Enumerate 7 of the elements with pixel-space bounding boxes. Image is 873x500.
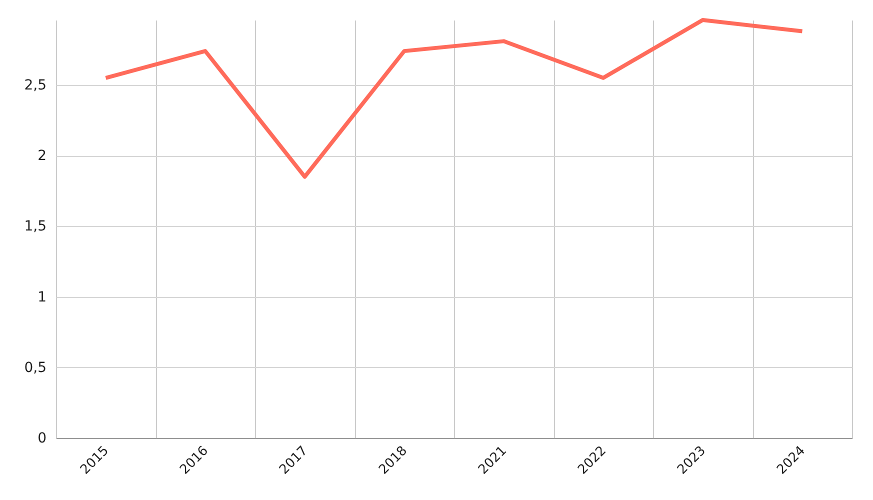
y-tick-label: 2 — [38, 148, 46, 164]
y-tick-label: 1,5 — [24, 218, 46, 235]
y-tick-label: 1 — [38, 289, 46, 306]
y-tick-label: 0 — [38, 430, 46, 446]
y-tick-label: 0,5 — [24, 360, 46, 376]
y-tick-label: 2,5 — [24, 77, 46, 94]
line-series — [104, 18, 804, 179]
